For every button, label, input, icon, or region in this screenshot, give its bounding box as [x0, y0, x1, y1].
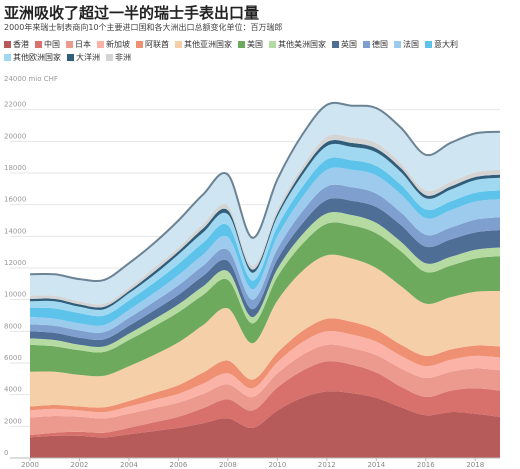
legend-label: 中国	[44, 40, 60, 49]
y-tick-label: 20000	[4, 132, 26, 140]
legend-swatch	[425, 41, 432, 48]
chart-legend: 香港 中国 日本 新加坡 阿联酋 其他亚洲国家 美国 其他美洲国家 英国 德国 法国 意大利其他欧洲国…	[4, 38, 504, 64]
legend-swatch	[363, 41, 370, 48]
area-series-1	[30, 361, 500, 438]
y-tick-label: 14000	[4, 227, 26, 235]
legend-swatch	[97, 41, 104, 48]
legend-label: 其他亚洲国家	[184, 40, 232, 49]
legend-label: 其他美洲国家	[278, 40, 326, 49]
area-series-0	[30, 391, 500, 458]
legend-label: 新加坡	[106, 40, 130, 49]
y-tick-label: 4000	[4, 386, 22, 394]
chart-title: 亚洲吸收了超过一半的瑞士手表出口量	[4, 4, 260, 22]
total-outline	[29, 101, 501, 283]
legend-swatch	[136, 41, 143, 48]
legend-item: 其他欧洲国家	[4, 51, 61, 64]
y-tick-label: 12000	[4, 259, 26, 267]
x-tick-label: 2018	[466, 461, 484, 469]
legend-swatch	[67, 54, 74, 61]
legend-item: 美国	[238, 38, 263, 51]
legend-label: 日本	[75, 40, 91, 49]
legend-swatch	[35, 41, 42, 48]
y-axis-label: 24000 mio CHF	[4, 75, 58, 83]
y-tick-label: 22000	[4, 101, 26, 109]
legend-item: 香港	[4, 38, 29, 51]
legend-swatch	[4, 41, 11, 48]
y-tick-label: 2000	[4, 417, 22, 425]
x-tick-label: 2000	[21, 461, 39, 469]
area-series-6	[30, 222, 500, 377]
legend-swatch	[269, 41, 276, 48]
legend-item: 德国	[363, 38, 388, 51]
y-tick-label: 6000	[4, 354, 22, 362]
x-tick-label: 2002	[71, 461, 89, 469]
legend-item: 新加坡	[97, 38, 130, 51]
x-tick-label: 2004	[120, 461, 138, 469]
legend-swatch	[394, 41, 401, 48]
legend-item: 阿联酋	[136, 38, 169, 51]
legend-item: 中国	[35, 38, 60, 51]
area-series-2	[30, 344, 500, 435]
legend-swatch	[238, 41, 245, 48]
legend-label: 英国	[341, 40, 357, 49]
x-tick-label: 2012	[318, 461, 336, 469]
x-tick-label: 2014	[367, 461, 385, 469]
legend-item: 大洋洲	[67, 51, 100, 64]
legend-item: 其他美洲国家	[269, 38, 326, 51]
legend-label: 香港	[13, 40, 29, 49]
y-tick-label: 10000	[4, 291, 26, 299]
legend-swatch	[66, 41, 73, 48]
legend-item: 法国	[394, 38, 419, 51]
area-series-4	[30, 318, 500, 413]
legend-item: 非洲	[106, 51, 131, 64]
x-tick-label: 2016	[417, 461, 435, 469]
legend-item: 意大利	[425, 38, 458, 51]
area-layers	[30, 102, 500, 458]
legend-label: 美国	[247, 40, 263, 49]
area-series-5	[30, 254, 500, 408]
legend-item: 英国	[332, 38, 357, 51]
y-tick-label: 16000	[4, 196, 26, 204]
y-tick-label: 0	[4, 449, 8, 457]
legend-swatch	[175, 41, 182, 48]
legend-item: 其他亚洲国家	[175, 38, 232, 51]
legend-label: 意大利	[434, 40, 458, 49]
legend-item: 日本	[66, 38, 91, 51]
y-tick-label: 8000	[4, 322, 22, 330]
legend-label: 阿联酋	[145, 40, 169, 49]
legend-swatch	[332, 41, 339, 48]
area-series-3	[30, 330, 500, 419]
legend-label: 大洋洲	[76, 53, 100, 62]
legend-swatch	[106, 54, 113, 61]
x-tick-label: 2006	[170, 461, 188, 469]
legend-swatch	[4, 54, 11, 61]
y-tick-label: 18000	[4, 164, 26, 172]
legend-label: 非洲	[115, 53, 131, 62]
legend-label: 其他欧洲国家	[13, 53, 61, 62]
x-tick-label: 2010	[268, 461, 286, 469]
chart-subtitle: 2000年来瑞士制表商向10个主要进口国和各大洲出口总额变化单位：百万瑞郎	[4, 23, 283, 32]
x-tick-label: 2008	[219, 461, 237, 469]
legend-label: 德国	[372, 40, 388, 49]
area-series-15	[30, 102, 500, 305]
legend-label: 法国	[403, 40, 419, 49]
